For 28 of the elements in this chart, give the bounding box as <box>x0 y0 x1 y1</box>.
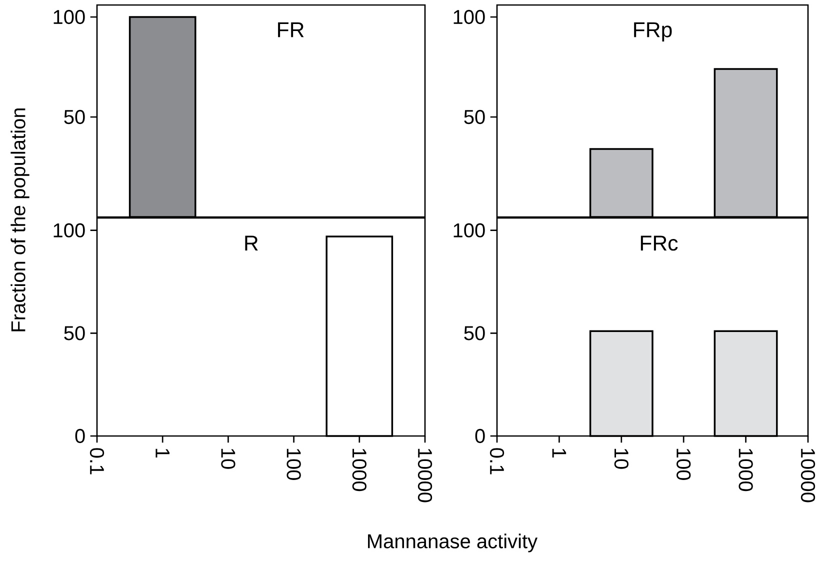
x-tick-label: 1000 <box>352 448 366 492</box>
y-tick-label: 50 <box>64 326 85 340</box>
y-tick-label: 100 <box>54 10 85 24</box>
y-axis-title: Fraction of the population <box>10 108 30 332</box>
x-axis-title: Mannanase activity <box>368 534 538 552</box>
x-tick-label: 0.1 <box>490 448 504 474</box>
y-tick-label: 50 <box>464 326 485 340</box>
x-tick-label: 0.1 <box>90 448 104 474</box>
x-tick-label: 10000 <box>800 448 816 502</box>
text: R <box>245 236 258 250</box>
text: FRc <box>640 236 678 251</box>
x-tick-label: 10000 <box>418 448 432 502</box>
x-tick-label: 100 <box>286 448 301 480</box>
x-tick-label: 100 <box>676 448 691 480</box>
x-tick-label: 10 <box>221 448 236 469</box>
y-tick-label: 50 <box>64 110 85 124</box>
x-tick-label: 1000 <box>738 448 753 492</box>
x-tick-label: 10 <box>614 448 628 469</box>
x-tick-label: 1 <box>156 448 170 458</box>
y-tick-label: 100 <box>454 10 485 24</box>
y-tick-label: 100 <box>54 223 85 238</box>
text: FRp <box>634 22 672 42</box>
y-tick-label: 0 <box>475 428 485 444</box>
x-tick-label: 1 <box>552 448 566 458</box>
text: FR <box>278 22 304 38</box>
y-tick-label: 50 <box>464 110 485 124</box>
y-tick-label: 0 <box>75 428 85 444</box>
y-tick-label: 100 <box>454 223 485 238</box>
